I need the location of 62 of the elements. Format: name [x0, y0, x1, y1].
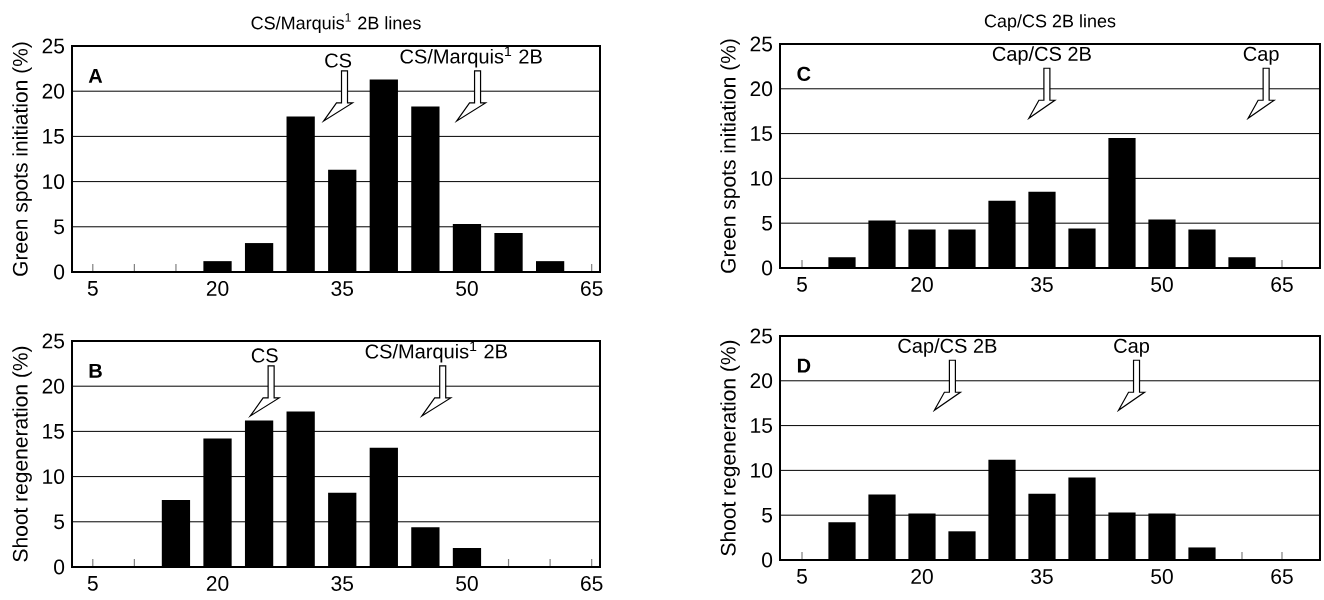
y-tick-label: 10	[751, 170, 773, 186]
x-tick-label: 20	[206, 576, 229, 591]
annotation: CS/Marquis$^{1}$ 2B	[365, 341, 507, 363]
annotation: CS/Marquis$^{1}$ 2B	[400, 46, 542, 68]
y-tick-label: 15	[43, 129, 65, 144]
y-tick-label: 20	[750, 81, 773, 97]
annotation: Cap	[1114, 338, 1150, 357]
y-tick-label: 25	[42, 38, 65, 54]
y-tick-label: 25	[42, 333, 65, 349]
y-tick-label: 15	[43, 424, 65, 439]
annotation: D	[797, 358, 811, 373]
x-tick-label: 20	[206, 281, 229, 296]
y-tick-label: 15	[751, 418, 773, 433]
y-tick-label: 25	[750, 36, 773, 52]
x-tick-label: 35	[331, 281, 354, 296]
x-tick-label: 50	[456, 576, 478, 591]
y-tick-label: 20	[42, 378, 65, 394]
annotation: Cap/CS 2B	[898, 338, 997, 357]
y-axis-title: Shoot regeneration (%)	[12, 346, 32, 562]
y-tick-label: 0	[54, 264, 65, 280]
x-tick-label: 65	[1271, 569, 1293, 584]
x-tick-label: 65	[581, 576, 603, 591]
annotation: Cap	[1243, 46, 1279, 65]
x-tick-label: 65	[581, 281, 603, 296]
annotation: Cap/CS 2B	[992, 46, 1091, 65]
y-tick-label: 10	[751, 462, 773, 478]
x-tick-label: 35	[1031, 277, 1053, 292]
y-tick-label: 5	[762, 215, 773, 231]
y-tick-label: 20	[750, 373, 773, 389]
y-tick-label: 0	[54, 559, 65, 575]
y-tick-label: 25	[750, 328, 773, 344]
y-axis-title: Shoot regeneration (%)	[720, 340, 740, 556]
y-tick-label: 15	[751, 126, 773, 141]
y-tick-label: 10	[43, 174, 65, 190]
x-tick-label: 20	[911, 277, 933, 292]
y-tick-label: 0	[762, 552, 773, 568]
x-tick-label: 5	[797, 277, 807, 292]
chart-title: Cap/CS 2B lines	[984, 14, 1116, 31]
x-tick-label: 5	[87, 576, 98, 591]
x-tick-label: 5	[797, 569, 807, 584]
x-tick-label: 5	[87, 281, 98, 296]
x-tick-label: 20	[911, 569, 933, 584]
annotation: B	[89, 363, 102, 378]
annotation: C	[797, 66, 811, 81]
y-tick-label: 5	[762, 507, 773, 523]
annotation: CS	[325, 53, 352, 68]
x-tick-label: 50	[1151, 277, 1173, 292]
y-tick-label: 5	[54, 514, 65, 530]
y-axis-title: Green spots initiation (%)	[720, 39, 740, 273]
x-tick-label: 35	[331, 576, 354, 591]
annotation: A	[88, 68, 103, 83]
chart-title: CS/Marquis$^{1}$ 2B lines	[251, 13, 421, 33]
annotation: CS	[251, 348, 278, 363]
x-tick-label: 50	[1151, 569, 1173, 584]
y-tick-label: 0	[762, 260, 773, 276]
x-tick-label: 65	[1271, 277, 1293, 292]
y-tick-label: 5	[54, 219, 65, 235]
y-tick-label: 10	[43, 469, 65, 485]
x-tick-label: 50	[456, 281, 478, 296]
y-tick-label: 20	[42, 83, 65, 99]
x-tick-label: 35	[1031, 569, 1053, 584]
y-axis-title: Green spots initiation (%)	[12, 42, 32, 276]
